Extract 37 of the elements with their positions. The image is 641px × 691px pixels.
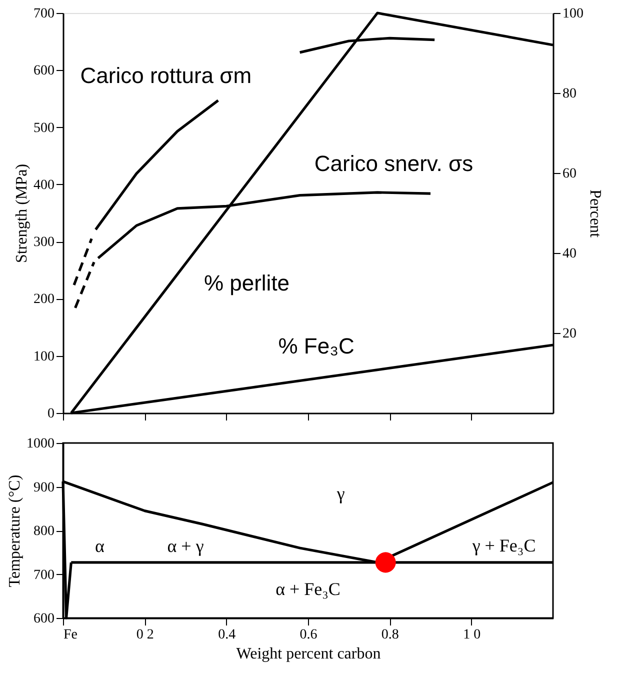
y-tick-label: 700: [34, 6, 54, 22]
y-tick-label: 600: [34, 64, 54, 79]
x-tick-label: Fe: [64, 628, 78, 642]
y-tick-label: 700: [34, 568, 54, 583]
y-tick-label: 300: [34, 235, 54, 250]
x-tick-label: 0.6: [300, 628, 318, 642]
annotation: % perlite: [204, 270, 290, 296]
annotation: γ + Fe₃C: [471, 535, 536, 556]
y-axis-title: Temperature (°C): [6, 474, 24, 588]
y-tick-label: 400: [34, 178, 54, 193]
y2-tick-label: 100: [562, 6, 584, 22]
y-tick-label: 200: [34, 292, 54, 308]
y2-tick-label: 60: [562, 166, 576, 182]
y-tick-label: 0: [48, 406, 54, 422]
y2-axis-title: Percent: [586, 190, 604, 238]
annotation: α: [95, 536, 106, 556]
annotation: γ: [336, 484, 345, 504]
y-axis-title: Strength (MPa): [14, 164, 30, 264]
y2-tick-label: 80: [562, 86, 576, 102]
y-tick-label: 900: [34, 480, 54, 496]
y-tick-label: 600: [34, 612, 54, 626]
x-axis-title: Weight percent carbon: [236, 646, 381, 662]
y-tick-label: 100: [34, 349, 54, 364]
annotation: α + γ: [167, 536, 204, 556]
x-tick-label: 0 2: [136, 628, 154, 642]
y-tick-label: 1000: [26, 436, 54, 452]
x-tick-label: 0.8: [381, 628, 399, 642]
x-tick-label: 0.4: [218, 628, 236, 642]
y-tick-label: 500: [34, 120, 54, 136]
annotation: Carico snerv. σs: [314, 150, 474, 176]
y2-tick-label: 20: [562, 326, 576, 342]
annotation: % Fe₃C: [278, 334, 355, 359]
annotation: Carico rottura σm: [80, 62, 252, 88]
x-tick-label: 1 0: [463, 628, 481, 642]
annotation: α + Fe₃C: [276, 579, 340, 599]
y-tick-label: 800: [34, 524, 54, 539]
y2-tick-label: 40: [562, 246, 576, 262]
